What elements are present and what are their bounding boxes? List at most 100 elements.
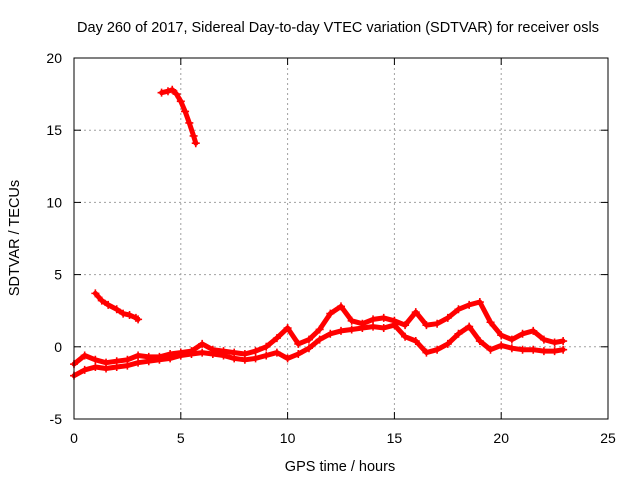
data-point bbox=[181, 107, 190, 116]
data-point bbox=[251, 347, 260, 356]
data-point bbox=[454, 305, 463, 314]
data-point bbox=[497, 341, 506, 350]
data-point bbox=[337, 326, 345, 335]
data-point bbox=[294, 350, 303, 359]
data-point bbox=[91, 289, 100, 298]
data-point bbox=[125, 311, 134, 320]
data-point bbox=[422, 348, 431, 357]
data-point bbox=[465, 300, 474, 309]
data-point bbox=[529, 345, 538, 354]
x-axis-label: GPS time / hours bbox=[285, 459, 395, 475]
data-point bbox=[251, 354, 260, 363]
data-point bbox=[326, 309, 335, 318]
data-point bbox=[486, 345, 495, 354]
data-point bbox=[507, 344, 516, 353]
y-tick-label: 10 bbox=[46, 194, 62, 210]
data-point bbox=[272, 348, 281, 357]
data-point bbox=[315, 335, 324, 344]
data-point bbox=[411, 337, 420, 346]
data-point bbox=[97, 296, 106, 305]
y-axis-label: SDTVAR / TECUs bbox=[7, 180, 23, 296]
data-point bbox=[433, 345, 442, 354]
data-point bbox=[401, 321, 410, 330]
data-point bbox=[304, 335, 313, 344]
series-band-lower bbox=[70, 321, 568, 380]
data-point bbox=[433, 319, 442, 328]
grid bbox=[74, 58, 608, 419]
data-point bbox=[168, 85, 177, 94]
data-point bbox=[189, 131, 198, 140]
data-point bbox=[379, 313, 388, 322]
data-point bbox=[240, 355, 249, 364]
data-point bbox=[112, 363, 121, 372]
data-points bbox=[70, 85, 568, 380]
data-point bbox=[443, 313, 452, 322]
y-tick-label: 20 bbox=[46, 50, 62, 66]
axes: 0 5 10 15 20 25 -5 0 5 10 15 20 bbox=[46, 50, 616, 446]
data-point bbox=[262, 351, 271, 360]
data-point bbox=[539, 347, 548, 356]
data-point bbox=[272, 334, 281, 343]
data-point bbox=[497, 331, 506, 340]
data-point bbox=[518, 329, 527, 338]
chart-title: Day 260 of 2017, Sidereal Day-to-day VTE… bbox=[77, 20, 599, 36]
data-point bbox=[518, 345, 527, 354]
data-point bbox=[91, 355, 100, 364]
data-point bbox=[379, 324, 388, 333]
y-tick-label: 15 bbox=[46, 122, 62, 138]
series-band-upper bbox=[70, 298, 568, 369]
data-point bbox=[559, 337, 568, 346]
data-point bbox=[529, 326, 538, 335]
x-tick-label: 5 bbox=[177, 430, 185, 446]
data-point bbox=[119, 309, 128, 318]
data-point bbox=[422, 321, 431, 330]
plot-frame bbox=[73, 57, 609, 420]
data-point bbox=[185, 118, 194, 127]
data-point bbox=[390, 321, 399, 330]
data-point bbox=[176, 351, 185, 360]
data-point bbox=[454, 329, 463, 338]
data-point bbox=[326, 329, 335, 338]
data-point bbox=[294, 339, 303, 348]
data-point bbox=[80, 365, 89, 374]
data-point bbox=[191, 139, 200, 148]
x-tick-label: 15 bbox=[387, 430, 403, 446]
series-arc-mid bbox=[91, 289, 143, 324]
data-point bbox=[166, 354, 175, 363]
data-point bbox=[358, 324, 367, 333]
data-point bbox=[176, 97, 185, 106]
x-tick-label: 10 bbox=[280, 430, 296, 446]
data-point bbox=[123, 361, 132, 370]
data-point bbox=[401, 332, 410, 341]
data-point bbox=[208, 350, 217, 359]
data-point bbox=[80, 351, 89, 360]
data-point bbox=[550, 338, 559, 347]
data-point bbox=[539, 335, 548, 344]
data-point bbox=[369, 322, 378, 331]
x-tick-label: 0 bbox=[70, 430, 78, 446]
data-point bbox=[144, 357, 153, 366]
data-point bbox=[172, 90, 181, 99]
data-point bbox=[443, 339, 452, 348]
data-point bbox=[475, 298, 484, 307]
data-point bbox=[475, 337, 484, 346]
data-point bbox=[559, 345, 568, 354]
x-tick-label: 20 bbox=[493, 430, 509, 446]
data-point bbox=[369, 315, 378, 324]
data-point bbox=[198, 348, 207, 357]
data-point bbox=[198, 339, 207, 348]
data-point bbox=[102, 364, 111, 373]
data-point bbox=[550, 347, 559, 356]
series-line bbox=[71, 299, 566, 367]
data-point bbox=[411, 308, 420, 317]
data-point bbox=[230, 354, 239, 363]
data-point bbox=[262, 342, 271, 351]
y-tick-label: 0 bbox=[54, 339, 62, 355]
data-point bbox=[157, 88, 166, 97]
data-point bbox=[465, 322, 474, 331]
data-point bbox=[163, 87, 172, 96]
data-point bbox=[283, 324, 292, 333]
data-point bbox=[219, 351, 228, 360]
data-point bbox=[283, 354, 292, 363]
